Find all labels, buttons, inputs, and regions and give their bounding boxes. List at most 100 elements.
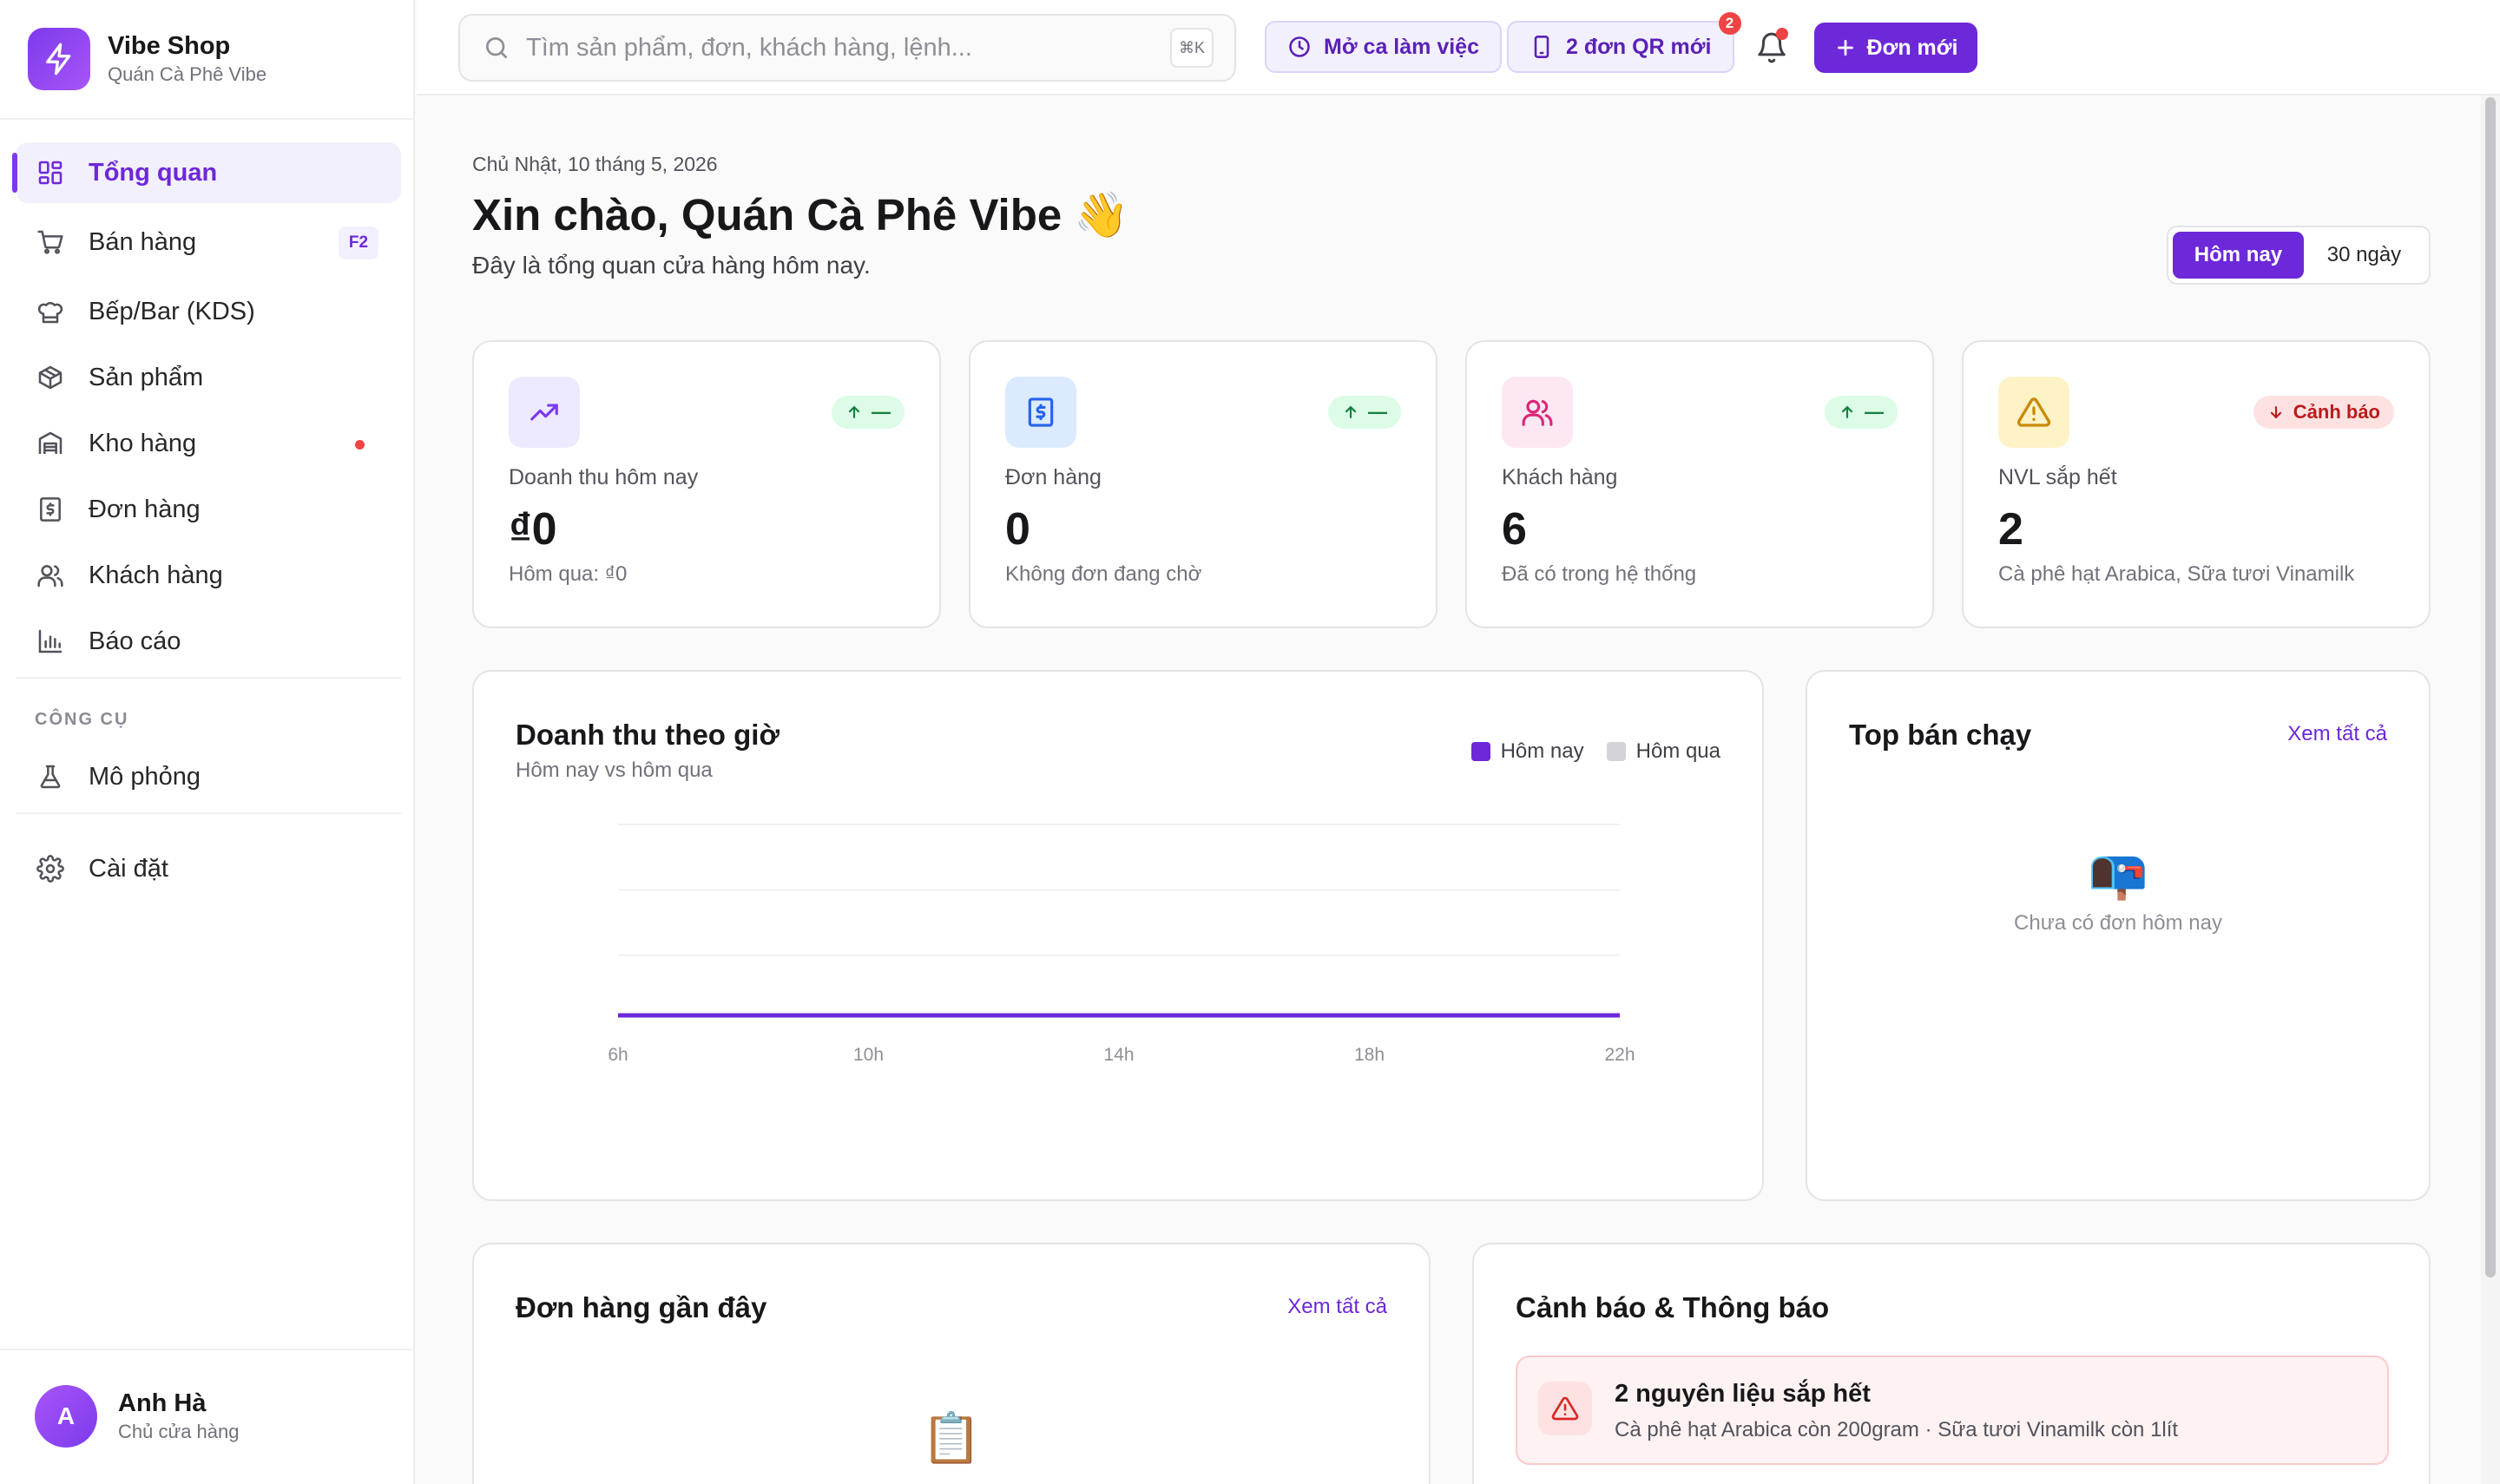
recent-orders-card: Đơn hàng gần đây Xem tất cả 📋 [472, 1243, 1431, 1484]
bar-chart-icon [35, 626, 66, 657]
low-stock-alert[interactable]: 2 nguyên liệu sắp hết Cà phê hạt Arabica… [1516, 1356, 2389, 1465]
trend-value: — [1865, 401, 1884, 423]
grid-icon [35, 157, 66, 188]
sidebar-item-products[interactable]: Sản phẩm [16, 347, 401, 408]
users-icon [35, 560, 66, 591]
sidebar-item-overview[interactable]: Tổng quan [12, 142, 401, 203]
recent-orders-title: Đơn hàng gần đây [516, 1291, 767, 1323]
sidebar-item-sales[interactable]: Bán hàng F2 [16, 212, 401, 273]
alerts-title: Cảnh báo & Thông báo [1516, 1291, 1830, 1323]
receipt-icon [35, 494, 66, 525]
mailbox-icon: 📭 [2088, 846, 2148, 901]
trend-badge: — [1328, 396, 1401, 429]
phone-icon [1530, 35, 1554, 59]
trend-value: Cảnh báo [2293, 401, 2380, 423]
stat-note: Không đơn đang chờ [1005, 562, 1202, 586]
cart-icon [35, 227, 66, 258]
sidebar-item-kitchen[interactable]: Bếp/Bar (KDS) [16, 281, 401, 342]
sidebar-item-label: Mô phỏng [89, 762, 201, 791]
divider [16, 677, 401, 679]
gear-icon [35, 853, 66, 884]
new-order-button[interactable]: Đơn mới [1814, 23, 1977, 73]
stat-label: Đơn hàng [1005, 465, 1102, 489]
plus-icon [1834, 36, 1857, 59]
trend-badge: — [832, 396, 905, 429]
sidebar-item-reports[interactable]: Báo cáo [16, 611, 401, 672]
revenue-line-chart: 6h 10h 14h 18h 22h [608, 824, 1635, 1065]
sidebar-item-label: Khách hàng [89, 561, 223, 589]
legend-item-yesterday: Hôm qua [1606, 739, 1720, 764]
sidebar-item-label: Bếp/Bar (KDS) [89, 297, 255, 325]
bell-icon [1755, 31, 1788, 64]
chart-subtitle: Hôm nay vs hôm qua [516, 758, 713, 782]
stat-card-revenue[interactable]: — Doanh thu hôm nay ₫0 Hôm qua: ₫0 [472, 340, 941, 628]
stat-note: Cà phê hạt Arabica, Sữa tươi Vinamilk [1998, 562, 2355, 586]
shortcut-badge: F2 [339, 227, 378, 259]
stat-value: 2 [1998, 504, 2023, 555]
trending-up-icon [509, 377, 580, 448]
sidebar-item-orders[interactable]: Đơn hàng [16, 479, 401, 540]
scrollbar[interactable] [2481, 95, 2500, 1484]
sidebar-item-customers[interactable]: Khách hàng [16, 545, 401, 606]
x-tick-label: 6h [608, 1045, 628, 1065]
lightning-logo-icon [28, 28, 90, 90]
stat-value: 0 [1005, 504, 1030, 555]
date-range-toggle: Hôm nay 30 ngày [2167, 226, 2431, 285]
legend-swatch [1470, 742, 1490, 761]
trend-badge: — [1825, 396, 1898, 429]
stat-label: NVL sắp hết [1998, 465, 2117, 489]
users-icon [1502, 377, 1573, 448]
page-subtitle: Đây là tổng quan cửa hàng hôm nay. [472, 252, 871, 279]
legend-label: Hôm nay [1500, 739, 1584, 763]
stat-note: Đã có trong hệ thống [1502, 562, 1697, 586]
search-shortcut: ⌘K [1170, 28, 1214, 68]
qr-orders-button[interactable]: 2 đơn QR mới 2 [1507, 12, 1741, 73]
brand[interactable]: Vibe Shop Quán Cà Phê Vibe [28, 28, 266, 90]
alert-dot [355, 440, 365, 450]
topbar: Tìm sản phẩm, đơn, khách hàng, lệnh... ⌘… [417, 0, 2500, 95]
range-today-button[interactable]: Hôm nay [2173, 232, 2304, 279]
notifications-button[interactable] [1750, 26, 1793, 69]
user-role: Chủ cửa hàng [118, 1421, 240, 1442]
warning-icon [1538, 1382, 1592, 1435]
stat-card-low-stock[interactable]: Cảnh báo NVL sắp hết 2 Cà phê hạt Arabic… [1962, 340, 2431, 628]
warning-badge: Cảnh báo [2253, 396, 2394, 429]
arrow-up-icon [1839, 404, 1856, 421]
current-date: Chủ Nhật, 10 tháng 5, 2026 [472, 153, 718, 175]
scrollbar-thumb[interactable] [2485, 97, 2496, 1277]
arrow-down-icon [2267, 404, 2285, 421]
top-sellers-card: Top bán chạy Xem tất cả 📭 Chưa có đơn hô… [1806, 670, 2431, 1201]
empty-state: 📋 [474, 1409, 1429, 1467]
user-profile[interactable]: A Anh Hà Chủ cửa hàng [35, 1385, 240, 1448]
page-title: Xin chào, Quán Cà Phê Vibe 👋 [472, 190, 1129, 240]
sidebar-item-label: Cài đặt [89, 854, 168, 883]
stat-value: 6 [1502, 504, 1527, 555]
legend-swatch [1606, 742, 1626, 761]
stat-note: Hôm qua: ₫0 [509, 562, 628, 586]
divider [16, 812, 401, 814]
alerts-card: Cảnh báo & Thông báo 2 nguyên liệu sắp h… [1472, 1243, 2431, 1484]
recent-orders-see-all-link[interactable]: Xem tất cả [1287, 1295, 1387, 1318]
trend-value: — [1368, 401, 1387, 423]
search-bar[interactable]: Tìm sản phẩm, đơn, khách hàng, lệnh... ⌘… [458, 14, 1236, 82]
stat-card-orders[interactable]: — Đơn hàng 0 Không đơn đang chờ [969, 340, 1438, 628]
top-sellers-see-all-link[interactable]: Xem tất cả [2287, 722, 2387, 745]
notification-dot [1776, 28, 1788, 40]
receipt-dollar-icon [1005, 377, 1076, 448]
chart-legend: Hôm nay Hôm qua [1449, 739, 1720, 764]
stat-card-customers[interactable]: — Khách hàng 6 Đã có trong hệ thống [1465, 340, 1934, 628]
search-input[interactable]: Tìm sản phẩm, đơn, khách hàng, lệnh... [526, 33, 972, 62]
sidebar-item-simulation[interactable]: Mô phỏng [16, 746, 401, 807]
sidebar-item-settings[interactable]: Cài đặt [16, 838, 401, 899]
stat-label: Khách hàng [1502, 465, 1618, 489]
sidebar-item-inventory[interactable]: Kho hàng [16, 413, 401, 474]
revenue-chart-card: Doanh thu theo giờ Hôm nay vs hôm qua Hô… [472, 670, 1764, 1201]
clock-icon [1287, 35, 1312, 59]
range-30-days-button[interactable]: 30 ngày [2326, 243, 2402, 266]
open-shift-button[interactable]: Mở ca làm việc [1265, 21, 1502, 73]
user-name: Anh Hà [118, 1389, 207, 1417]
chart-title: Doanh thu theo giờ [516, 719, 780, 751]
sidebar: Vibe Shop Quán Cà Phê Vibe Tổng quan Bán… [0, 0, 415, 1484]
legend-item-today: Hôm nay [1470, 739, 1584, 764]
alert-description: Cà phê hạt Arabica còn 200gram · Sữa tươ… [1615, 1418, 2179, 1441]
